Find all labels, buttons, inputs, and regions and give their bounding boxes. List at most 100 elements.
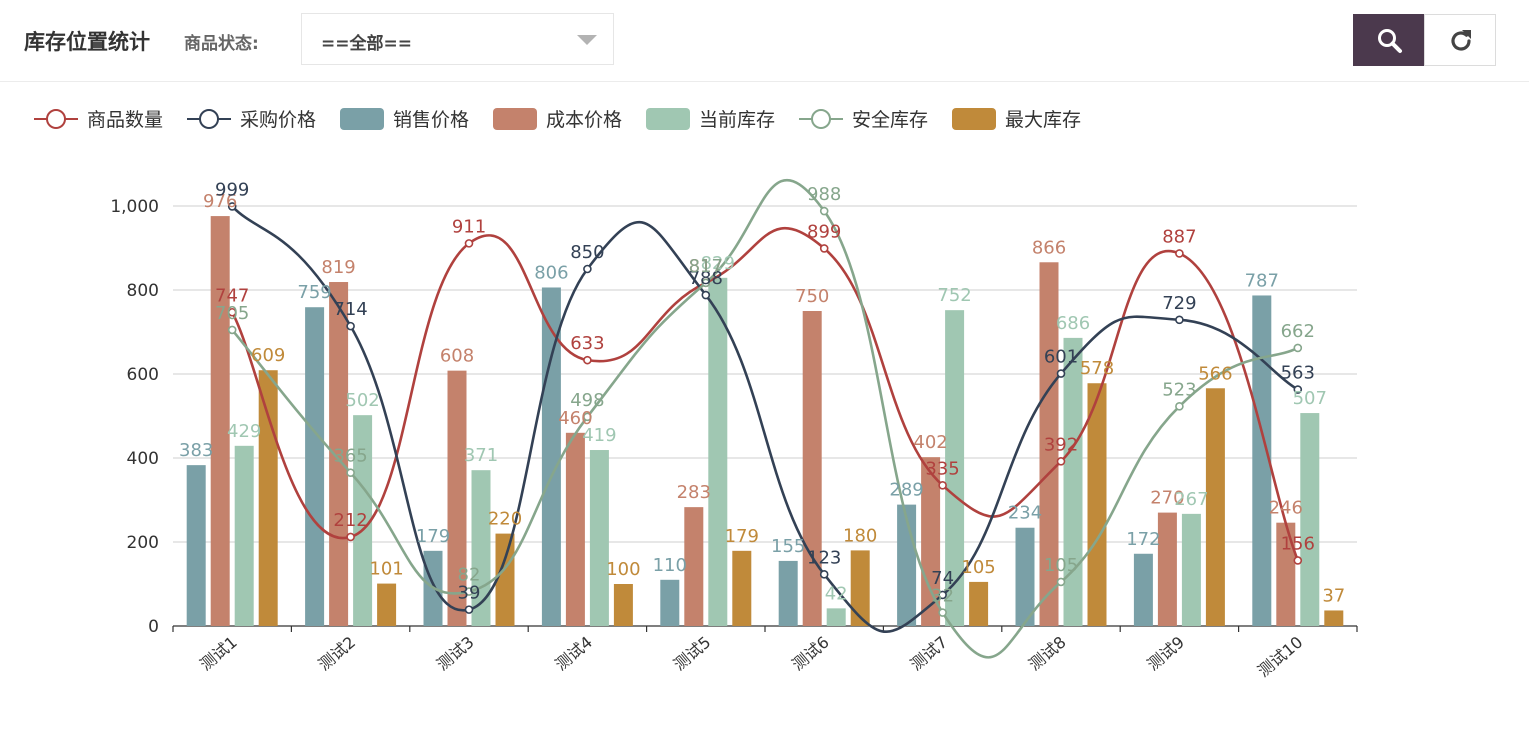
bar[interactable] xyxy=(1276,522,1296,626)
data-label: 817 xyxy=(689,256,723,277)
bar[interactable] xyxy=(258,370,278,626)
legend-item[interactable]: 成本价格 xyxy=(546,109,622,131)
search-button[interactable] xyxy=(1353,14,1425,66)
legend-item[interactable]: 最大库存 xyxy=(1005,109,1081,131)
bar[interactable] xyxy=(210,216,230,626)
line-point[interactable] xyxy=(1056,577,1066,587)
line-point[interactable] xyxy=(1175,315,1184,325)
legend-swatch xyxy=(811,109,831,129)
line-point[interactable] xyxy=(1056,369,1066,378)
bar[interactable] xyxy=(305,307,325,626)
line-point[interactable] xyxy=(938,608,947,617)
bar[interactable] xyxy=(921,457,941,626)
legend-item[interactable]: 当前库存 xyxy=(699,109,775,131)
line-point[interactable] xyxy=(227,307,237,317)
bar[interactable] xyxy=(234,445,254,626)
bar[interactable] xyxy=(1252,295,1272,626)
data-label: 747 xyxy=(215,285,249,306)
bar[interactable] xyxy=(1205,388,1225,626)
bar[interactable] xyxy=(1300,413,1320,626)
data-label: 289 xyxy=(889,480,923,501)
bar[interactable] xyxy=(802,311,822,626)
bar[interactable] xyxy=(565,432,585,626)
line-point[interactable] xyxy=(346,468,355,478)
line-point[interactable] xyxy=(701,290,711,300)
line-point[interactable] xyxy=(464,239,474,248)
data-label: 759 xyxy=(297,282,331,303)
data-label: 850 xyxy=(570,242,604,263)
x-tick-label: 测试1 xyxy=(196,633,241,675)
line-point[interactable] xyxy=(227,325,237,335)
bar[interactable] xyxy=(732,550,752,626)
bar[interactable] xyxy=(1324,610,1344,626)
bar[interactable] xyxy=(1157,512,1177,626)
bar[interactable] xyxy=(613,584,633,626)
bar[interactable] xyxy=(447,370,467,626)
bar[interactable] xyxy=(1015,527,1035,626)
bar[interactable] xyxy=(495,533,515,626)
line-point[interactable] xyxy=(464,587,474,596)
data-label: 419 xyxy=(582,425,616,446)
line-point[interactable] xyxy=(819,244,829,253)
refresh-button[interactable] xyxy=(1424,14,1496,66)
bar[interactable] xyxy=(186,465,206,626)
bar[interactable] xyxy=(1063,337,1083,626)
bar[interactable] xyxy=(684,507,704,626)
x-tick-label: 测试4 xyxy=(551,633,596,675)
bar[interactable] xyxy=(353,415,373,626)
line-point[interactable] xyxy=(819,570,829,579)
legend-swatch xyxy=(493,108,537,130)
data-label: 37 xyxy=(1322,585,1345,606)
bar[interactable] xyxy=(969,581,989,626)
bar[interactable] xyxy=(660,579,680,626)
line-point[interactable] xyxy=(701,278,711,288)
bar[interactable] xyxy=(850,550,870,626)
bar[interactable] xyxy=(377,583,397,626)
status-filter-value: ==全部== xyxy=(321,34,412,54)
data-label: 507 xyxy=(1293,388,1327,409)
line-point[interactable] xyxy=(1293,343,1303,353)
chevron-down-icon[interactable] xyxy=(577,35,597,45)
legend-item[interactable]: 销售价格 xyxy=(393,109,469,131)
data-label: 123 xyxy=(807,547,841,568)
line-point[interactable] xyxy=(227,202,237,211)
line-point[interactable] xyxy=(819,206,829,216)
legend-swatch xyxy=(952,108,996,130)
bar[interactable] xyxy=(589,450,609,626)
line-point[interactable] xyxy=(583,355,592,365)
legend-item[interactable]: 商品数量 xyxy=(87,109,163,131)
legend-item[interactable]: 安全库存 xyxy=(852,109,928,131)
bar[interactable] xyxy=(1039,262,1059,626)
data-label: 460 xyxy=(558,408,592,429)
bar[interactable] xyxy=(329,282,349,626)
bar[interactable] xyxy=(826,608,846,626)
line-point[interactable] xyxy=(938,590,947,600)
line-point[interactable] xyxy=(346,321,355,331)
data-label: 429 xyxy=(227,421,261,442)
line-point[interactable] xyxy=(583,412,592,422)
data-label: 714 xyxy=(333,299,367,320)
line-point[interactable] xyxy=(583,264,592,274)
line-point[interactable] xyxy=(1175,249,1184,258)
line-point[interactable] xyxy=(938,480,947,490)
bar[interactable] xyxy=(778,560,798,626)
bar[interactable] xyxy=(471,470,491,626)
data-label: 750 xyxy=(795,286,829,307)
status-filter-select[interactable]: ==全部== xyxy=(301,13,614,65)
bar[interactable] xyxy=(1181,513,1201,626)
line-point[interactable] xyxy=(1175,402,1184,411)
bar[interactable] xyxy=(1087,383,1107,626)
data-label: 866 xyxy=(1032,237,1066,258)
line-point[interactable] xyxy=(1293,556,1303,565)
data-label: 787 xyxy=(1245,270,1279,291)
line-point[interactable] xyxy=(1056,457,1066,466)
line-point[interactable] xyxy=(346,532,355,542)
legend-item[interactable]: 采购价格 xyxy=(240,109,316,131)
bar[interactable] xyxy=(945,310,965,626)
bar[interactable] xyxy=(708,277,728,626)
bar[interactable] xyxy=(1133,553,1153,626)
line-point[interactable] xyxy=(1293,385,1303,394)
line-point[interactable] xyxy=(464,605,474,614)
status-filter-label: 商品状态: xyxy=(184,34,259,54)
data-label: 220 xyxy=(488,509,522,530)
